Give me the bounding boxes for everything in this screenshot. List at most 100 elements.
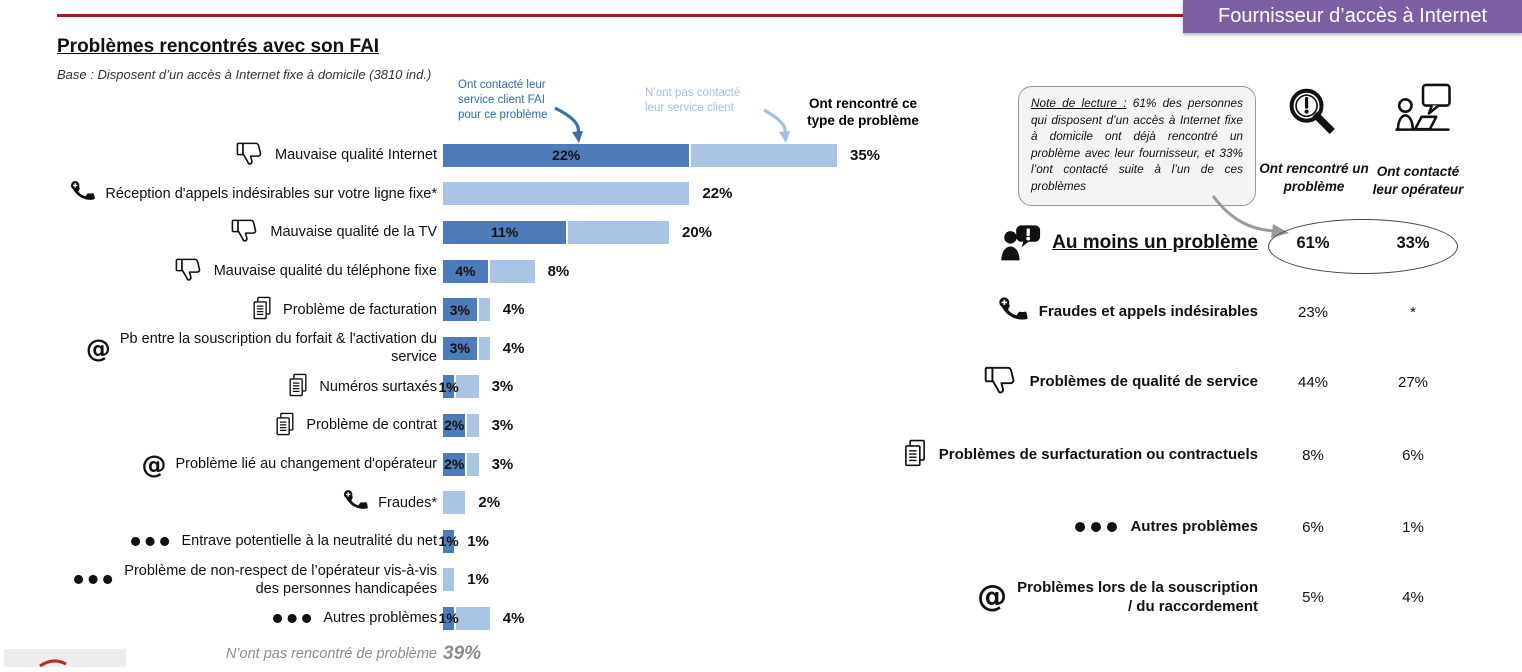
row-label: Mauvaise qualité de la TV [270, 224, 437, 241]
thumb-down-icon [231, 218, 261, 246]
chart-row: Mauvaise qualité du téléphone fixe 4% 8% [0, 252, 990, 291]
bar-total-value: 2% [478, 494, 501, 512]
chart-row: Numéros surtaxés 1% 3% [0, 368, 990, 407]
chart-row-bars: 2% [443, 491, 501, 515]
chart-row-label-zone: @ Pb entre la souscription du forfait & … [0, 330, 437, 366]
summary-row-label: Autres problèmes [1130, 518, 1258, 536]
chart-row-label-zone: Problème de facturation [0, 296, 437, 324]
bar-total-value: 22% [702, 185, 733, 203]
dots-icon [272, 613, 314, 624]
document-icon [273, 412, 297, 440]
bar-total-value: 3% [491, 378, 514, 396]
bar-contacted: 1% [438, 529, 459, 553]
bar-contacted-value: 4% [455, 263, 476, 280]
chart-row-bars: 3% 4% [443, 336, 524, 360]
page-tag-label: Fournisseur d’accès à Internet [1217, 5, 1488, 27]
at-sign-icon: @ [85, 333, 111, 363]
no-problem-row: N’ont pas rencontré de problème 39% [0, 638, 990, 670]
summary-row: @ Problèmes lors de la souscription / du … [870, 567, 1458, 627]
chart-row-label-zone: Numéros surtaxés [0, 373, 437, 401]
summary-row: Problèmes de surfacturation ou contractu… [870, 425, 1458, 485]
summary-row: Problèmes de qualité de service 44% 27% [870, 352, 1458, 412]
chart-row: Réception d'appels indésirables sur votr… [0, 175, 990, 214]
highlight-ellipse [1268, 219, 1458, 274]
chart-row-label-zone: Mauvaise qualité Internet [0, 141, 437, 169]
legend-arrow-light-icon [763, 108, 790, 143]
bar-contacted: 3% [443, 298, 477, 322]
row-label: Fraudes* [378, 494, 437, 511]
summary-row: Au moins un problème 61% 33% [870, 213, 1458, 273]
summary-row-label: Fraudes et appels indésirables [1038, 303, 1258, 321]
at-sign-icon: @ [141, 449, 167, 479]
bar-contacted-value: 1% [438, 378, 459, 395]
summary-row-label-zone: Fraudes et appels indésirables [870, 296, 1258, 328]
row-label: Problème de contrat [306, 417, 437, 434]
summary-row: Autres problèmes 6% 1% [870, 497, 1458, 557]
summary-value-contacted: 6% [1402, 446, 1424, 464]
bar-not-contacted [568, 220, 669, 244]
bar-contacted-value: 3% [449, 301, 470, 318]
dots-icon [130, 536, 172, 547]
bar-total-value: 3% [491, 455, 514, 473]
chart-row: Entrave potentielle à la neutralité du n… [0, 522, 990, 561]
col1-header: Ont rencontré un problème [1259, 161, 1369, 194]
summary-row-label: Problèmes de qualité de service [1029, 373, 1258, 391]
top-red-divider [57, 14, 1184, 17]
summary-value-encountered: 61% [1296, 233, 1330, 252]
chart-row-label-zone: Problème de contrat [0, 412, 437, 440]
row-label: Problème de facturation [283, 301, 437, 318]
row-label: Réception d'appels indésirables sur votr… [105, 185, 437, 202]
magnifier-alert-icon [1283, 84, 1341, 142]
document-icon [250, 296, 274, 324]
bar-contacted: 2% [443, 413, 466, 437]
bar-contacted-value: 2% [444, 456, 465, 473]
chart-row-bars: 1% 4% [438, 606, 525, 630]
bar-not-contacted [478, 298, 490, 322]
row-label: Problème lié au changement d'opérateur [175, 455, 437, 472]
phone-plus-icon [69, 180, 96, 207]
bar-contacted-value: 1% [438, 610, 459, 627]
thumb-down-icon [236, 141, 266, 169]
reading-note-title: Note de lecture : [1031, 96, 1127, 110]
chart-row-bars: 11% 20% [443, 220, 713, 244]
bar-total-value: 4% [502, 301, 525, 319]
bar-total-value: 35% [849, 146, 881, 164]
chart-row: Problème de non-respect de l’opérateur v… [0, 561, 990, 600]
bar-total-value: 20% [681, 223, 713, 241]
chart-row-label-zone: Fraudes* [0, 489, 437, 516]
phone-plus-icon [997, 296, 1029, 328]
col2-header: Ont contacté leur opérateur [1372, 164, 1464, 197]
bar-contacted: 22% [443, 143, 690, 167]
legend-not-contacted-label: N’ont pas contacté leur service client [645, 87, 741, 115]
chart-row-bars: 22% 35% [443, 143, 881, 167]
bar-total-value: 1% [467, 571, 489, 589]
summary-value-contacted: 33% [1396, 233, 1430, 252]
chart-row-bars: 1% 1% [438, 529, 489, 553]
summary-row-label: Problèmes de surfacturation ou contractu… [938, 446, 1258, 464]
chart-row-bars: 4% 8% [443, 259, 569, 283]
chart-row-label-zone: Mauvaise qualité de la TV [0, 218, 437, 246]
chart-row: Problème de facturation 3% 4% [0, 290, 990, 329]
bar-contacted: 1% [438, 375, 459, 399]
summary-value-contacted: 1% [1402, 518, 1424, 536]
summary-value-encountered: 44% [1297, 373, 1329, 391]
thumb-down-icon [984, 365, 1020, 399]
bar-contacted: 1% [438, 606, 459, 630]
thumb-down-icon [175, 257, 205, 285]
summary-value-contacted: 4% [1402, 588, 1424, 606]
bar-contacted-value: 22% [552, 147, 581, 164]
chart-row: Mauvaise qualité Internet 22% 35% [0, 136, 990, 175]
bar-not-contacted [478, 336, 490, 360]
bar-not-contacted [443, 568, 455, 592]
legend-total-header: Ont rencontré ce type de problème [807, 96, 919, 128]
reading-note-body: 61% des personnes qui disposent d’un acc… [1031, 96, 1243, 193]
chart-row-bars: 1% [443, 568, 489, 592]
chart-row: @ Problème lié au changement d'opérateur… [0, 445, 990, 484]
summary-row: Fraudes et appels indésirables 23% * [870, 282, 1458, 342]
bar-not-contacted [443, 182, 690, 206]
bar-total-value: 4% [502, 609, 525, 627]
row-label: Mauvaise qualité Internet [274, 147, 437, 164]
no-problem-label: N’ont pas rencontré de problème [225, 645, 437, 662]
row-label: Entrave potentielle à la neutralité du n… [181, 533, 437, 550]
